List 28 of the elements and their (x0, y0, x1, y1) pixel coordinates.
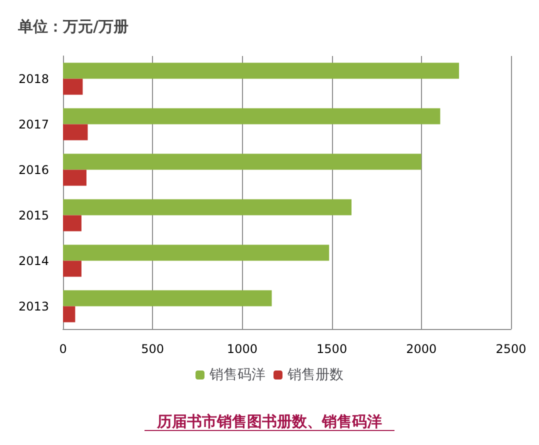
x-tick-label: 1000 (226, 342, 258, 356)
bar (63, 62, 460, 79)
x-tick-label: 500 (141, 342, 164, 356)
legend-label: 销售册数 (286, 367, 344, 383)
y-tick-label: 2016 (18, 162, 49, 177)
x-tick-label: 2000 (406, 342, 437, 356)
legend-label: 销售码洋 (208, 367, 266, 383)
chart-title: 单位：万元/万册 (17, 18, 128, 36)
y-tick-label: 2014 (18, 254, 49, 268)
bar (63, 306, 76, 322)
bar (63, 154, 422, 170)
y-tick-label: 2017 (18, 117, 49, 132)
x-tick-label: 2500 (496, 342, 526, 356)
y-tick-label: 2018 (18, 72, 49, 86)
bar (63, 215, 82, 232)
bar (63, 244, 330, 261)
text: 历届书市销售图书册数、销售码洋 (156, 412, 382, 430)
bar (63, 108, 440, 124)
bar (63, 260, 82, 277)
bar (63, 170, 86, 186)
bar (63, 78, 83, 95)
bar (63, 199, 352, 216)
bar (63, 290, 272, 306)
x-tick-label: 1500 (316, 342, 348, 356)
bar (63, 124, 88, 140)
x-tick-label: 0 (59, 342, 67, 356)
y-tick-label: 2015 (18, 208, 49, 222)
y-tick-label: 2013 (18, 299, 49, 314)
